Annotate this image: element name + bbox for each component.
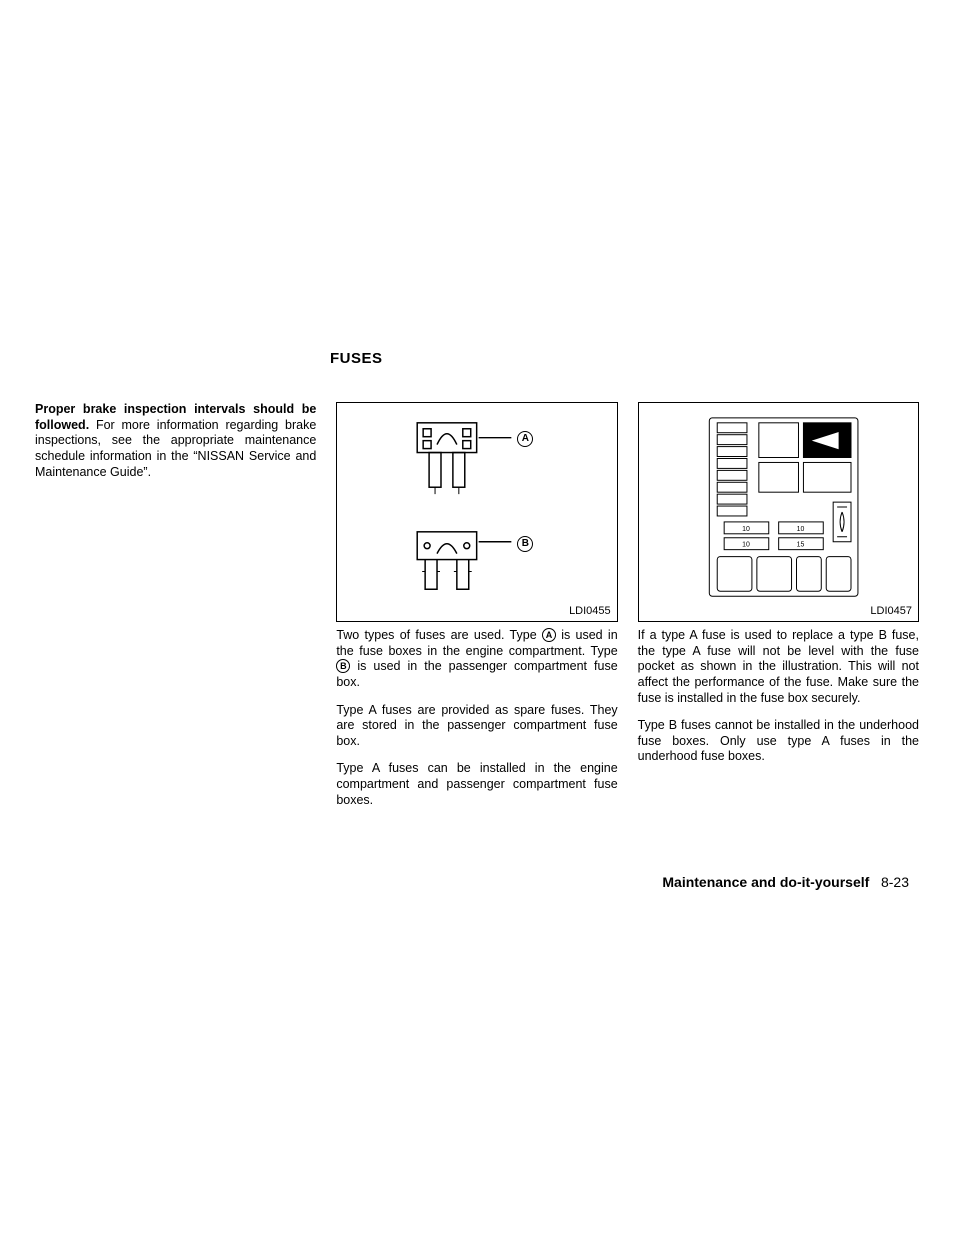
col2-p1-pre: Two types of fuses are used. Type — [336, 628, 542, 642]
col2-p2: Type A fuses are provided as spare fuses… — [336, 703, 617, 750]
footer-section: Maintenance and do-it-yourself — [662, 874, 869, 890]
svg-text:10: 10 — [742, 526, 750, 533]
column-3: 10 10 10 15 LDI0457 If a type A fuse is … — [638, 402, 919, 820]
figure2-label: LDI0457 — [870, 605, 912, 617]
svg-text:10: 10 — [742, 542, 750, 549]
section-title: FUSES — [330, 350, 919, 367]
inline-callout-b-icon: B — [336, 659, 350, 673]
col2-p1: Two types of fuses are used. Type A is u… — [336, 628, 617, 691]
figure2-svg: 10 10 10 15 — [639, 403, 918, 621]
inline-callout-a-icon: A — [542, 628, 556, 642]
content-columns: Proper brake inspection intervals should… — [35, 402, 919, 820]
col3-p1: If a type A fuse is used to replace a ty… — [638, 628, 919, 706]
col2-p3: Type A fuses can be installed in the eng… — [336, 761, 617, 808]
footer-page-number — [873, 874, 881, 890]
footer-page: 8-23 — [881, 874, 909, 890]
svg-text:15: 15 — [796, 542, 804, 549]
figure1-label: LDI0455 — [569, 605, 611, 617]
column-2: A B LDI0455 Two types of fuses are used.… — [336, 402, 617, 820]
svg-text:10: 10 — [796, 526, 804, 533]
col2-p1-post: is used in the passenger compartment fus… — [336, 659, 617, 689]
column-1: Proper brake inspection intervals should… — [35, 402, 316, 820]
col3-p2: Type B fuses cannot be installed in the … — [638, 718, 919, 765]
figure-fusebox: 10 10 10 15 LDI0457 — [638, 402, 919, 622]
figure-fuses-types: A B LDI0455 — [336, 402, 617, 622]
page-footer: Maintenance and do-it-yourself 8-23 — [662, 874, 909, 890]
col1-paragraph: Proper brake inspection intervals should… — [35, 402, 316, 480]
page-content: FUSES Proper brake inspection intervals … — [35, 350, 919, 820]
figure1-svg — [337, 403, 616, 621]
